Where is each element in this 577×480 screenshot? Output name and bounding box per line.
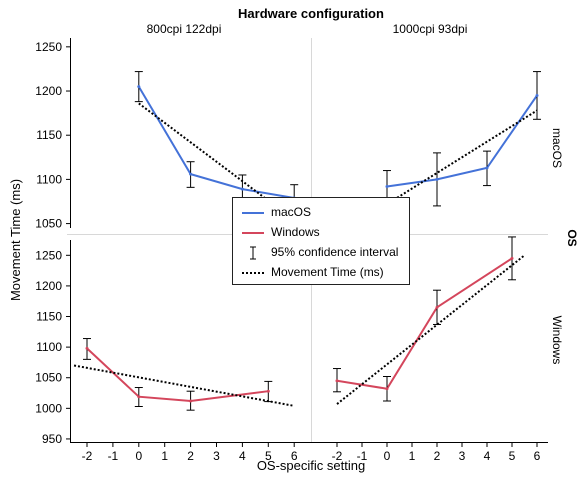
column-label-1: 800cpi 122dpi bbox=[147, 22, 222, 36]
x-tick-label: 5 bbox=[265, 449, 272, 463]
data-point bbox=[85, 346, 89, 350]
legend-item-trend: Movement Time (ms) bbox=[233, 263, 409, 283]
y-tick-label: 1150 bbox=[36, 310, 62, 324]
column-label-2: 1000cpi 93dpi bbox=[393, 22, 468, 36]
series-line-windows-panel-3 bbox=[86, 347, 269, 402]
legend-item-ci: 95% confidence interval bbox=[233, 243, 409, 263]
x-tick-label: 4 bbox=[484, 449, 491, 463]
data-point bbox=[266, 389, 270, 393]
data-point bbox=[137, 85, 141, 89]
data-point bbox=[189, 399, 193, 403]
y-tick-label: 1200 bbox=[35, 279, 62, 293]
data-point bbox=[435, 305, 439, 309]
data-point bbox=[385, 184, 389, 188]
legend-swatch-macos bbox=[242, 212, 264, 214]
series-line-macos-panel-2 bbox=[386, 94, 538, 188]
y-tick-label: 1200 bbox=[35, 84, 62, 98]
row-label-2: Windows bbox=[550, 316, 564, 365]
x-axis-label: OS-specific setting bbox=[257, 458, 365, 473]
chart-legend: macOS Windows 95% confidence interval Mo… bbox=[232, 197, 410, 285]
x-tick-label: -2 bbox=[82, 449, 93, 463]
legend-item-macos: macOS bbox=[233, 203, 409, 223]
row-label-1: macOS bbox=[550, 128, 564, 168]
chart-title: Hardware configuration bbox=[238, 6, 384, 21]
trend-line-panel-3 bbox=[73, 364, 295, 407]
data-point bbox=[485, 166, 489, 170]
data-point bbox=[335, 379, 339, 383]
legend-swatch-windows bbox=[242, 232, 264, 234]
y-tick-label: 950 bbox=[42, 432, 62, 446]
y-tick-label: 1000 bbox=[35, 401, 62, 415]
x-tick-label: 2 bbox=[187, 449, 194, 463]
y-tick-label: 1100 bbox=[36, 340, 62, 354]
x-tick-label: 1 bbox=[409, 449, 416, 463]
y-tick-label: 1250 bbox=[35, 248, 62, 262]
x-tick-label: 3 bbox=[459, 449, 466, 463]
series-line-windows-panel-4 bbox=[336, 257, 513, 390]
x-tick-label: 4 bbox=[239, 449, 246, 463]
x-tick-label: 3 bbox=[213, 449, 220, 463]
error-bar-icon bbox=[250, 246, 256, 260]
x-tick-label: 0 bbox=[135, 449, 142, 463]
legend-label-ci: 95% confidence interval bbox=[271, 245, 399, 259]
data-point bbox=[240, 187, 244, 191]
x-tick-label: 0 bbox=[384, 449, 391, 463]
row-facet-label: OS bbox=[565, 229, 577, 246]
x-tick-label: 5 bbox=[509, 449, 516, 463]
legend-label-windows: Windows bbox=[271, 225, 320, 239]
x-tick-label: 6 bbox=[291, 449, 298, 463]
data-point bbox=[137, 395, 141, 399]
data-point bbox=[535, 93, 539, 97]
x-tick-label: 1 bbox=[161, 449, 168, 463]
legend-label-trend: Movement Time (ms) bbox=[271, 265, 384, 279]
x-tick-label: 6 bbox=[534, 449, 541, 463]
y-tick-label: 1250 bbox=[35, 40, 62, 54]
data-point bbox=[435, 177, 439, 181]
x-tick-label: -2 bbox=[332, 449, 343, 463]
legend-swatch-trend bbox=[242, 272, 264, 274]
trend-line-panel-2 bbox=[386, 109, 538, 205]
y-tick-label: 1100 bbox=[36, 172, 62, 186]
data-point bbox=[510, 256, 514, 260]
y-axis-label: Movement Time (ms) bbox=[8, 179, 23, 301]
x-tick-label: -1 bbox=[357, 449, 368, 463]
x-tick-label: -1 bbox=[108, 449, 119, 463]
legend-label-macos: macOS bbox=[271, 205, 312, 219]
data-point bbox=[385, 387, 389, 391]
y-tick-label: 1050 bbox=[35, 217, 62, 231]
data-point bbox=[189, 172, 193, 176]
legend-item-windows: Windows bbox=[233, 223, 409, 243]
y-tick-label: 1050 bbox=[35, 371, 62, 385]
y-tick-label: 1150 bbox=[36, 128, 62, 142]
x-tick-label: 2 bbox=[434, 449, 441, 463]
series-line-macos-panel-1 bbox=[137, 86, 295, 199]
